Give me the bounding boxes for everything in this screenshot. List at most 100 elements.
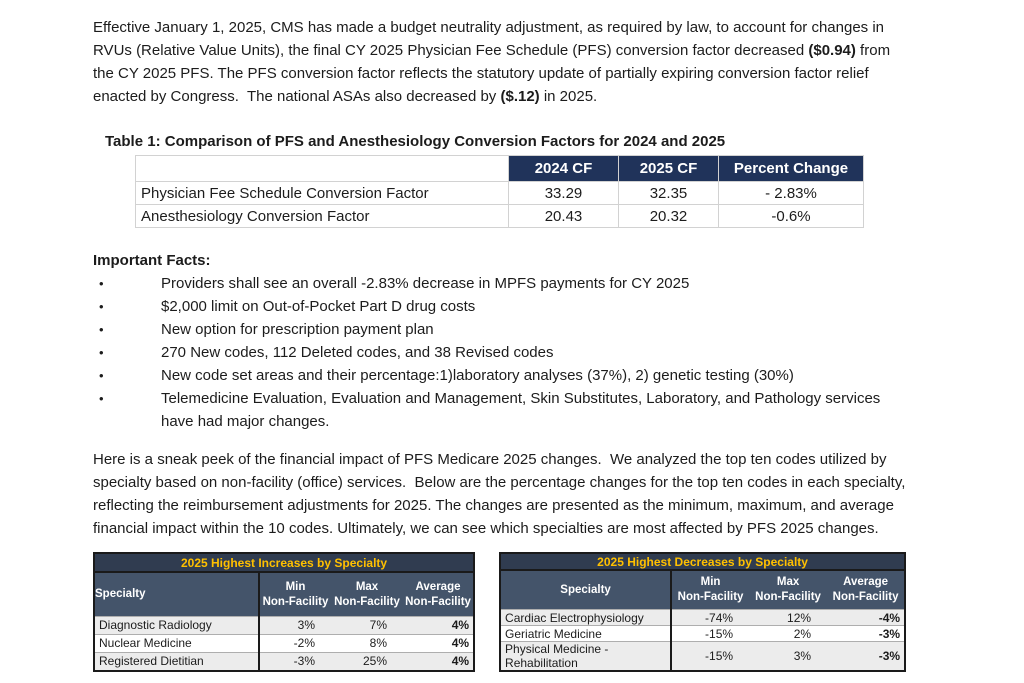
bullet-text: Providers shall see an overall -2.83% de… [161,275,690,292]
cell-percent-change: - 2.83% [718,181,864,205]
header-max-line1: Max [355,580,379,593]
bullet-icon: • [99,299,104,314]
sneak-peek-paragraph: Here is a sneak peek of the financial im… [93,451,910,537]
cell-min: -3% [258,651,331,671]
header-max-line1: Max [776,576,800,589]
table1-header-empty [135,155,509,182]
cell-specialty: Geriatric Medicine [500,625,672,642]
header-min-line2: Non-Facility [262,595,329,608]
important-facts-list: • Providers shall see an overall -2.83% d… [93,272,908,433]
header-min-line1: Min [700,576,721,589]
cell-min: -74% [670,609,750,626]
list-item: • Telemedicine Evaluation, Evaluation and… [93,387,908,433]
row-label: Anesthesiology Conversion Factor [135,204,509,228]
header-specialty: Specialty [94,572,259,617]
header-average-line1: Average [415,580,461,593]
header-min-line1: Min [285,580,306,593]
cell-average: -4% [827,609,906,626]
header-average-line1: Average [843,576,889,589]
cell-max: 12% [749,609,828,626]
row-label: Physician Fee Schedule Conversion Factor [135,181,509,205]
header-min-line2: Non-Facility [677,591,744,603]
cell-average: 4% [403,633,475,653]
table-row: Physician Fee Schedule Conversion Factor… [135,181,864,205]
bullet-icon: • [99,276,104,291]
header-max: Max Non-Facility [331,572,403,617]
header-max-line2: Non-Facility [334,595,400,608]
header-min: Min Non-Facility [670,570,750,610]
decreases-title-row: 2025 Highest Decreases by Specialty [500,553,906,571]
cell-min: -15% [670,625,750,642]
cell-2024cf: 33.29 [508,181,619,205]
bullet-icon: • [99,322,104,337]
increases-header-row: Specialty Min Non-Facility Max Non-Facil… [94,572,475,617]
increases-title-row: 2025 Highest Increases by Specialty [94,553,475,574]
cell-percent-change: -0.6% [718,204,864,228]
cell-specialty: Physical Medicine - Rehabilitation [500,641,672,671]
cell-min: 3% [258,615,331,635]
table1: 2024 CF 2025 CF Percent Change Physician… [135,155,864,228]
intro-paragraph: Effective January 1, 2025, CMS has made … [93,16,911,108]
bullet-text: New code set areas and their percentage:… [161,367,794,384]
list-item: • 270 New codes, 112 Deleted codes, and 3… [93,341,908,364]
table-row: Anesthesiology Conversion Factor 20.43 2… [135,204,864,228]
increases-table: 2025 Highest Increases by Specialty Spec… [93,552,476,672]
table-row: Registered Dietitian -3% 25% 4% [94,651,475,671]
cell-min: -15% [670,641,750,671]
table1-header-2025cf: 2025 CF [618,155,719,182]
cell-2024cf: 20.43 [508,204,619,228]
intro-bold-094: ($0.94) [808,42,856,59]
table1-header-2024cf: 2024 CF [508,155,619,182]
decreases-table: 2025 Highest Decreases by Specialty Spec… [499,552,907,672]
cell-average: -3% [827,641,906,671]
table-row: Diagnostic Radiology 3% 7% 4% [94,615,475,635]
important-facts-heading: Important Facts: [93,252,211,269]
decreases-title: 2025 Highest Decreases by Specialty [500,553,906,571]
decreases-header-row: Specialty Min Non-Facility Max Non-Facil… [500,570,906,610]
list-item: • $2,000 limit on Out-of-Pocket Part D dr… [93,295,908,318]
cell-max: 2% [749,625,828,642]
table-row: Cardiac Electrophysiology -74% 12% -4% [500,609,906,626]
header-average-line2: Non-Facility [832,591,899,603]
bullet-icon: • [99,391,104,406]
cell-2025cf: 20.32 [618,204,719,228]
intro-text-1: Effective January 1, 2025, CMS has made … [93,19,889,59]
increases-title: 2025 Highest Increases by Specialty [94,553,475,574]
bullet-text: $2,000 limit on Out-of-Pocket Part D dru… [161,298,476,315]
header-average: Average Non-Facility [403,572,475,617]
bullet-icon: • [99,368,104,383]
cell-max: 3% [749,641,828,671]
intro-text-3: in 2025. [539,88,598,105]
intro-bold-12: ($.12) [500,88,540,105]
table1-title: Table 1: Comparison of PFS and Anesthesi… [105,133,726,150]
cell-average: 4% [403,615,475,635]
cell-min: -2% [258,633,331,653]
table1-header-row: 2024 CF 2025 CF Percent Change [135,155,864,182]
bullet-text: 270 New codes, 112 Deleted codes, and 38… [161,344,554,361]
header-max-line2: Non-Facility [755,591,821,603]
table-row: Physical Medicine - Rehabilitation -15% … [500,641,906,671]
specialty-tables: 2025 Highest Increases by Specialty Spec… [93,552,1024,672]
header-average: Average Non-Facility [827,570,906,610]
table1-header-percent-change: Percent Change [718,155,864,182]
cell-specialty: Registered Dietitian [94,651,259,671]
intro-text-2: from the CY 2025 PFS. The PFS conversion… [93,42,895,105]
cell-2025cf: 32.35 [618,181,719,205]
header-max: Max Non-Facility [749,570,828,610]
header-average-line2: Non-Facility [405,595,471,608]
cell-average: 4% [403,651,475,671]
bullet-text: Telemedicine Evaluation, Evaluation and … [161,390,885,430]
cell-specialty: Cardiac Electrophysiology [500,609,672,626]
cell-max: 7% [331,615,403,635]
bullet-icon: • [99,345,104,360]
header-min: Min Non-Facility [258,572,331,617]
cell-average: -3% [827,625,906,642]
list-item: • Providers shall see an overall -2.83% d… [93,272,908,295]
cell-specialty: Nuclear Medicine [94,633,259,653]
table-row: Geriatric Medicine -15% 2% -3% [500,625,906,642]
cell-max: 25% [331,651,403,671]
cell-max: 8% [331,633,403,653]
bullet-text: New option for prescription payment plan [161,321,434,338]
header-specialty: Specialty [500,570,672,610]
